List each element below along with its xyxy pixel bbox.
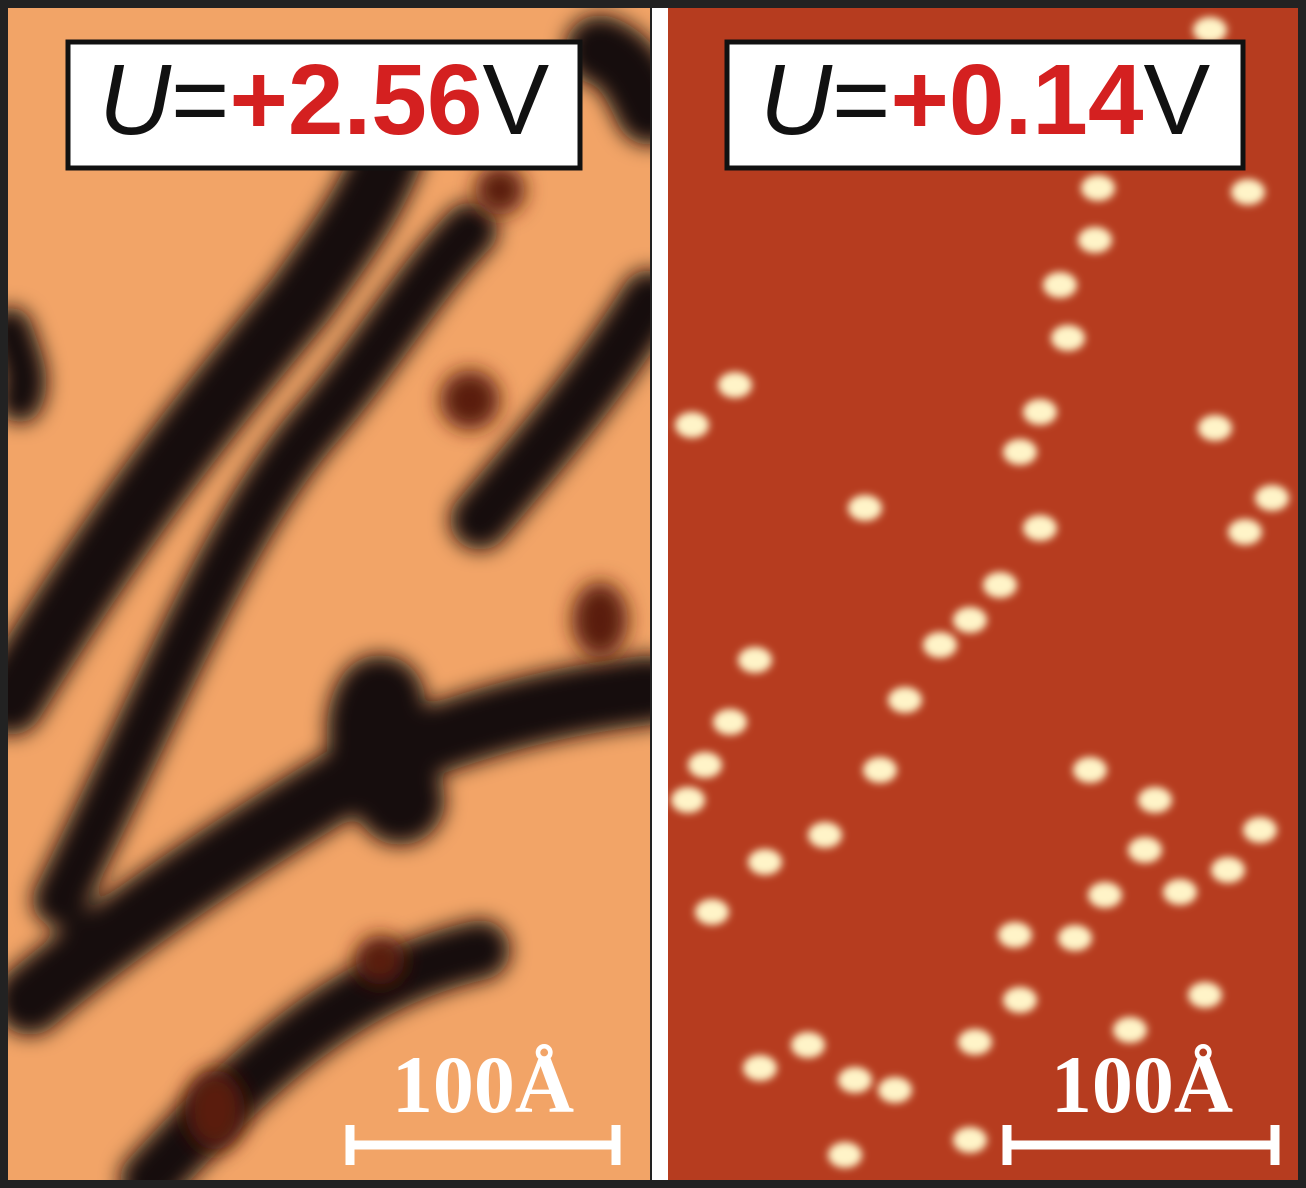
equals: = — [171, 44, 229, 156]
adatom — [1188, 982, 1222, 1008]
divider — [652, 8, 668, 1180]
adatom — [1088, 882, 1122, 908]
adatom — [838, 1067, 872, 1093]
scale-bar — [1002, 1125, 1280, 1165]
adatom — [863, 757, 897, 783]
scale-bar-label: 100Å — [1051, 1039, 1233, 1130]
right-image — [668, 8, 1298, 1180]
adatom — [1243, 817, 1277, 843]
unit: V — [482, 44, 549, 156]
adatom — [1128, 837, 1162, 863]
adatom — [1228, 519, 1262, 545]
adatom — [1193, 17, 1227, 43]
adatom — [1198, 415, 1232, 441]
value: +2.56 — [229, 44, 482, 156]
adatom — [1081, 175, 1115, 201]
adatom — [671, 787, 705, 813]
adatom — [738, 647, 772, 673]
adatom — [675, 412, 709, 438]
left-image — [8, 8, 650, 1180]
adatom — [923, 632, 957, 658]
adatom — [1023, 515, 1057, 541]
value: +0.14 — [890, 44, 1143, 156]
voltage-label: U=+2.56V — [99, 44, 550, 156]
adatom — [828, 1142, 862, 1168]
voltage-label: U=+0.14V — [760, 44, 1211, 156]
symbol: U — [760, 44, 833, 156]
adatom — [953, 1127, 987, 1153]
adatom — [1138, 787, 1172, 813]
adatom — [743, 1055, 777, 1081]
adatom — [953, 607, 987, 633]
adatom — [1003, 439, 1037, 465]
adatom — [878, 1077, 912, 1103]
label-box — [724, 39, 1246, 171]
adatom — [1023, 399, 1057, 425]
adatom — [1003, 987, 1037, 1013]
adatom — [718, 372, 752, 398]
adatom — [695, 899, 729, 925]
unit: V — [1143, 44, 1210, 156]
adatom — [688, 752, 722, 778]
adatom — [1043, 272, 1077, 298]
symbol: U — [99, 44, 172, 156]
adatom — [1255, 485, 1289, 511]
adatom — [808, 822, 842, 848]
adatom — [1231, 179, 1265, 205]
adatom — [983, 572, 1017, 598]
adatom — [1078, 227, 1112, 253]
adatom — [1073, 757, 1107, 783]
adatom — [1058, 925, 1092, 951]
adatom — [958, 1029, 992, 1055]
adatom — [888, 687, 922, 713]
adatom — [748, 849, 782, 875]
adatom — [1211, 857, 1245, 883]
adatom — [791, 1032, 825, 1058]
adatom — [1113, 1017, 1147, 1043]
adatom — [713, 709, 747, 735]
scale-bar-label: 100Å — [392, 1039, 574, 1130]
label-box — [65, 39, 583, 171]
equals: = — [832, 44, 890, 156]
adatom — [998, 922, 1032, 948]
scale-bar — [345, 1125, 621, 1165]
adatom — [1163, 879, 1197, 905]
adatom — [848, 495, 882, 521]
adatom — [1051, 325, 1085, 351]
